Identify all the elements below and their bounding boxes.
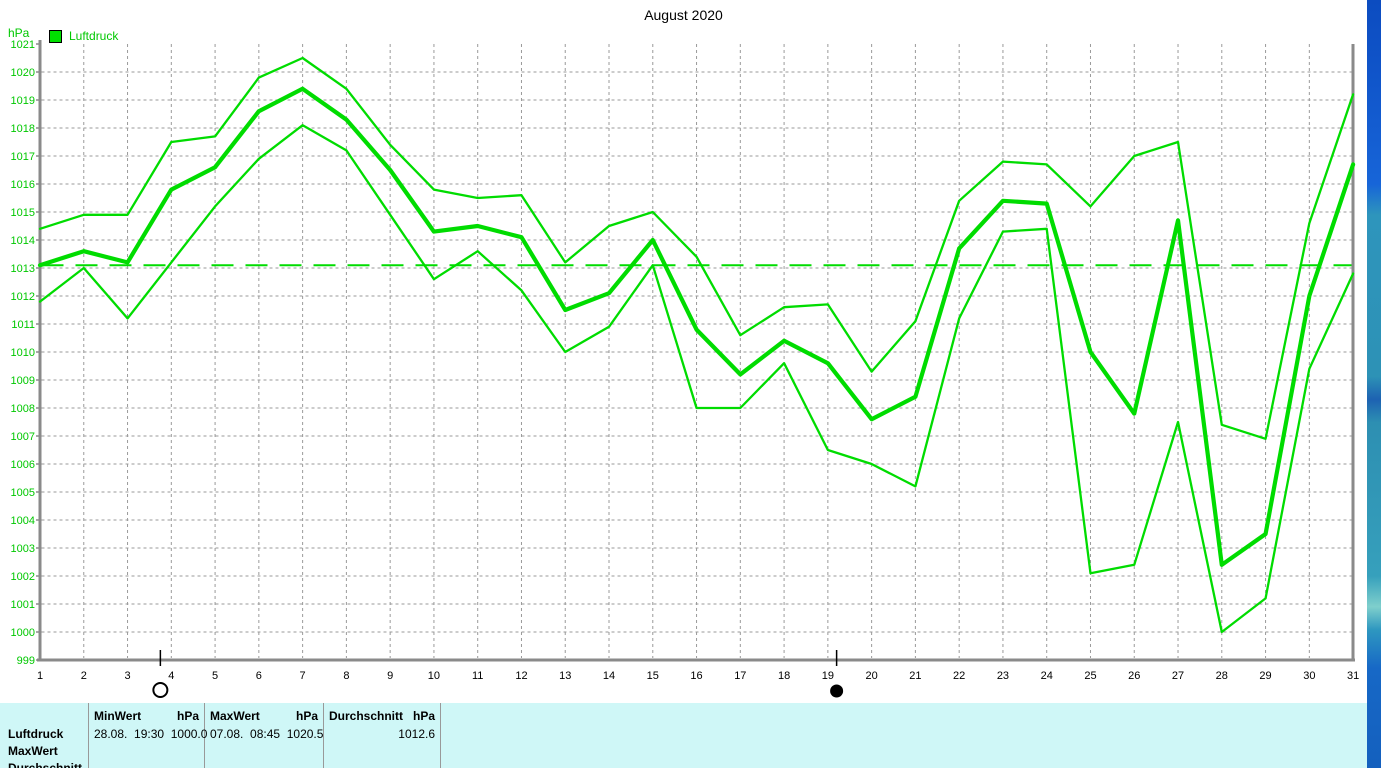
x-axis-tick-label: 27	[1172, 670, 1184, 682]
stats-table-label-column: Luftdruck MaxWert Durchschnitt	[0, 703, 89, 768]
y-axis-tick-label: 1007	[11, 431, 35, 443]
mean-pressure-line	[37, 86, 1356, 567]
x-axis-tick-label: 11	[472, 670, 483, 682]
x-axis-tick-label: 2	[81, 670, 87, 682]
min-pressure-line	[38, 124, 1355, 634]
y-axis-unit-label: hPa	[8, 26, 30, 40]
x-axis-tick-label: 16	[690, 670, 702, 682]
minwert-value: 28.08. 19:30 1000.0	[94, 727, 208, 741]
table-row-label-maxwert: MaxWert	[8, 744, 58, 758]
x-axis-tick-label: 7	[300, 670, 306, 682]
y-axis-tick-label: 1019	[11, 95, 35, 107]
x-axis-tick-label: 4	[168, 670, 174, 682]
y-axis-tick-label: 1010	[11, 347, 35, 359]
x-axis-tick-label: 20	[866, 670, 878, 682]
x-axis-tick-label: 21	[909, 670, 921, 682]
maxwert-header-unit: hPa	[295, 709, 318, 723]
y-axis-tick-label: 1017	[11, 151, 35, 163]
x-axis-tick-label: 6	[256, 670, 262, 682]
durchschnitt-column-header: Durchschnitt hPa	[329, 709, 435, 723]
y-axis-tick-label: 1005	[11, 487, 35, 499]
page-title: August 2020	[644, 7, 723, 23]
maxwert-column-header: MaxWert hPa	[210, 709, 318, 723]
x-axis-tick-label: 26	[1128, 670, 1140, 682]
table-row-label-durchschnitt: Durchschnitt	[8, 761, 83, 768]
y-axis-tick-label: 1020	[11, 67, 35, 79]
minwert-header-unit: hPa	[176, 709, 199, 723]
x-axis-tick-label: 5	[212, 670, 218, 682]
stats-table-maxwert-column: MaxWert hPa 07.08. 08:45 1020.5	[205, 703, 324, 768]
x-axis-tick-label: 9	[387, 670, 393, 682]
desktop-background-strip	[1367, 0, 1381, 768]
y-axis-tick-label: 1021	[11, 39, 35, 51]
y-axis-tick-label: 1012	[11, 291, 35, 303]
x-axis-tick-label: 13	[559, 670, 571, 682]
max-pressure-line	[38, 56, 1355, 440]
stats-table-minwert-column: MinWert hPa 28.08. 19:30 1000.0	[89, 703, 208, 768]
x-axis-tick-label: 25	[1084, 670, 1096, 682]
y-axis-tick-label: 999	[17, 655, 35, 667]
x-axis-tick-label: 22	[953, 670, 965, 682]
y-axis-tick-label: 1006	[11, 459, 35, 471]
y-axis-tick-label: 1001	[11, 599, 35, 611]
maxwert-value: 07.08. 08:45 1020.5	[210, 727, 324, 741]
pressure-line-chart: 999 1000 1001 1002 1003 1004 1005 1006 1007 1008 1…	[11, 39, 1359, 698]
x-axis-tick-label: 8	[343, 670, 349, 682]
y-axis-tick-label: 1011	[11, 319, 35, 331]
y-axis-tick-label: 1003	[11, 543, 35, 555]
x-axis-tick-label: 14	[603, 670, 615, 682]
x-axis-tick-label: 12	[515, 670, 527, 682]
y-axis-tick-label: 1008	[11, 403, 35, 415]
minwert-header-label: MinWert	[94, 709, 142, 723]
y-axis-tick-label: 1016	[11, 179, 35, 191]
y-axis-tick-label: 1000	[11, 627, 35, 639]
x-axis-tick-label: 29	[1259, 670, 1271, 682]
y-axis-tick-label: 1014	[11, 235, 35, 247]
new-moon-icon	[830, 684, 844, 698]
table-row-label-luftdruck: Luftdruck	[8, 727, 64, 741]
y-axis-tick-label: 1015	[11, 207, 35, 219]
y-axis-tick-label: 1013	[11, 263, 35, 275]
durchschnitt-header-unit: hPa	[412, 709, 435, 723]
x-axis-tick-label: 28	[1216, 670, 1228, 682]
x-axis-tick-label: 30	[1303, 670, 1315, 682]
x-axis-tick-label: 17	[734, 670, 746, 682]
y-axis-tick-label: 1004	[11, 515, 35, 527]
y-axis-tick-label: 1009	[11, 375, 35, 387]
x-axis-tick-label: 18	[778, 670, 790, 682]
y-axis-tick-label: 1002	[11, 571, 35, 583]
stats-table-durchschnitt-column: Durchschnitt hPa 1012.6	[324, 703, 441, 768]
x-axis-tick-label: 31	[1347, 670, 1359, 682]
x-axis-tick-label: 3	[124, 670, 130, 682]
durchschnitt-value: 1012.6	[398, 727, 435, 741]
luftdruck-legend-label: Luftdruck	[69, 29, 119, 43]
luftdruck-legend-swatch-icon	[49, 29, 62, 43]
y-axis-tick-label: 1018	[11, 123, 35, 135]
full-moon-icon	[152, 682, 169, 698]
minwert-column-header: MinWert hPa	[94, 709, 199, 723]
x-axis-tick-label: 10	[428, 670, 440, 682]
stats-table: Luftdruck MaxWert Durchschnitt MinWert h…	[0, 703, 1367, 768]
x-axis-tick-label: 1	[37, 670, 43, 682]
x-axis-tick-label: 23	[997, 670, 1009, 682]
maxwert-header-label: MaxWert	[210, 709, 260, 723]
legend: Luftdruck	[49, 29, 118, 43]
durchschnitt-header-label: Durchschnitt	[329, 709, 404, 723]
x-axis-tick-label: 15	[647, 670, 659, 682]
x-axis-tick-label: 19	[822, 670, 834, 682]
x-axis-tick-label: 24	[1041, 670, 1053, 682]
